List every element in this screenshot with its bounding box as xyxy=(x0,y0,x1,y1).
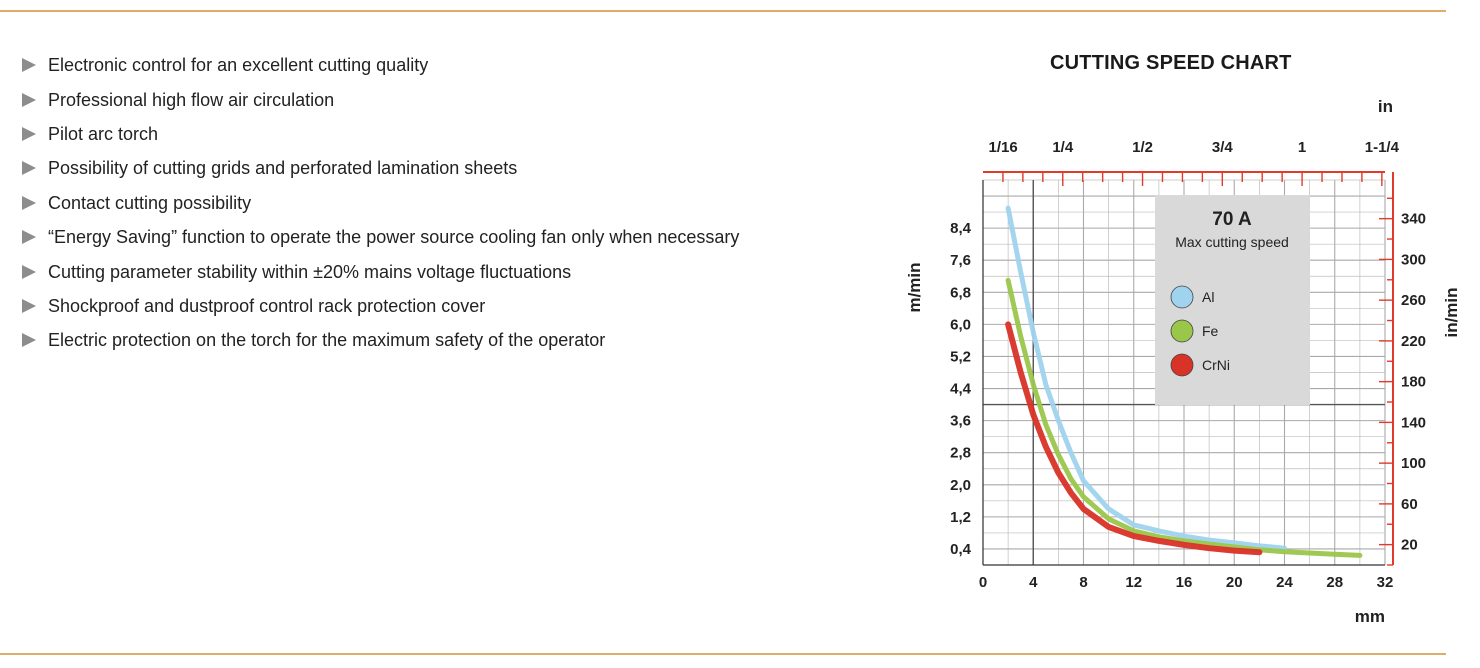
y-tick-label: 6,8 xyxy=(950,284,971,301)
series-line-crni xyxy=(1005,321,1263,556)
y-tick-label: 8,4 xyxy=(950,220,972,237)
y-tick-label: 4,4 xyxy=(950,381,972,398)
feature-item: Possibility of cutting grids and perfora… xyxy=(22,151,739,185)
legend-entry-al: Al xyxy=(1202,289,1214,305)
series-line-fe xyxy=(1005,277,1363,558)
y2-tick-label: 180 xyxy=(1401,374,1426,391)
triangle-bullet-icon xyxy=(22,230,36,245)
x-tick-label: 20 xyxy=(1226,574,1243,591)
bottom-divider xyxy=(0,653,1446,655)
x-tick-label: 16 xyxy=(1176,574,1193,591)
x-tick-label: 28 xyxy=(1326,574,1343,591)
top-divider xyxy=(0,10,1446,12)
y-tick-label: 3,6 xyxy=(950,413,971,430)
y2-tick-label: 100 xyxy=(1401,455,1426,472)
y2-tick-label: 340 xyxy=(1401,211,1426,228)
y2-tick-label: 60 xyxy=(1401,496,1418,513)
triangle-bullet-icon xyxy=(22,58,36,73)
feature-item: Shockproof and dustproof control rack pr… xyxy=(22,289,739,323)
x2-axis-label: in xyxy=(1378,97,1393,116)
y2-tick-label: 140 xyxy=(1401,414,1426,431)
y2-tick-label: 20 xyxy=(1401,537,1418,554)
y-tick-label: 2,8 xyxy=(950,445,971,462)
y2-tick-label: 220 xyxy=(1401,333,1426,350)
x-tick-label: 12 xyxy=(1125,574,1142,591)
triangle-bullet-icon xyxy=(22,298,36,313)
y2-tick-label: 260 xyxy=(1401,292,1426,309)
legend-entry-fe: Fe xyxy=(1202,323,1219,339)
x-tick-label: 8 xyxy=(1079,574,1087,591)
feature-text: Shockproof and dustproof control rack pr… xyxy=(48,295,486,316)
feature-item: Pilot arc torch xyxy=(22,117,739,151)
x2-tick-label: 1/16 xyxy=(988,139,1017,156)
feature-text: Electric protection on the torch for the… xyxy=(48,330,606,351)
legend-subtitle: Max cutting speed xyxy=(1175,234,1289,250)
y-tick-label: 0,4 xyxy=(950,541,972,558)
y-tick-label: 7,6 xyxy=(950,252,971,269)
feature-item: Cutting parameter stability within ±20% … xyxy=(22,254,739,288)
triangle-bullet-icon xyxy=(22,264,36,279)
feature-item: Contact cutting possibility xyxy=(22,186,739,220)
triangle-bullet-icon xyxy=(22,161,36,176)
feature-text: Cutting parameter stability within ±20% … xyxy=(48,261,572,282)
feature-text: Pilot arc torch xyxy=(48,123,159,144)
cutting-speed-chart: 1/16 1/4 1/2 3/4 1 1-1/4 in 20 60 100 140 180 220 260… xyxy=(905,97,1461,626)
x2-tick-label: 3/4 xyxy=(1212,139,1234,156)
y-tick-label: 2,0 xyxy=(950,477,971,494)
x2-tick-label: 1/4 xyxy=(1052,139,1074,156)
triangle-bullet-icon xyxy=(22,92,36,107)
legend-swatch-al xyxy=(1170,285,1194,309)
x-tick-label: 0 xyxy=(979,574,987,591)
feature-text: “Energy Saving” function to operate the … xyxy=(48,227,740,248)
x2-tick-label: 1-1/4 xyxy=(1365,139,1400,156)
feature-text: Contact cutting possibility xyxy=(48,192,252,213)
y-tick-label: 1,2 xyxy=(950,509,971,526)
x-axis-label: mm xyxy=(1355,607,1385,626)
x-tick-label: 24 xyxy=(1276,574,1293,591)
y-tick-label: 5,2 xyxy=(950,348,971,365)
feature-item: “Energy Saving” function to operate the … xyxy=(22,220,739,254)
y-axis-label: m/min xyxy=(905,262,924,312)
legend-swatch-fe xyxy=(1170,319,1194,343)
legend-title: 70 A xyxy=(1212,209,1252,230)
legend: 70 A Max cutting speed Al Fe CrNi xyxy=(1155,195,1310,405)
triangle-bullet-icon xyxy=(22,333,36,348)
x-tick-label: 4 xyxy=(1029,574,1038,591)
feature-text: Professional high flow air circulation xyxy=(48,89,335,110)
feature-text: Possibility of cutting grids and perfora… xyxy=(48,158,518,179)
y-tick-label: 6,0 xyxy=(950,316,971,333)
feature-list: Electronic control for an excellent cutt… xyxy=(22,48,739,358)
triangle-bullet-icon xyxy=(22,195,36,210)
series-line-al xyxy=(1005,205,1287,551)
y2-tick-label: 300 xyxy=(1401,251,1426,268)
feature-item: Electric protection on the torch for the… xyxy=(22,323,739,357)
x-tick-label: 32 xyxy=(1377,574,1394,591)
feature-item: Electronic control for an excellent cutt… xyxy=(22,48,739,82)
y2-axis-label: in/min xyxy=(1442,287,1461,337)
legend-swatch-crni xyxy=(1170,353,1194,377)
legend-entry-crni: CrNi xyxy=(1202,357,1230,373)
x2-tick-label: 1/2 xyxy=(1132,139,1153,156)
chart-title: CUTTING SPEED CHART xyxy=(1050,52,1292,74)
x2-tick-label: 1 xyxy=(1298,139,1306,156)
triangle-bullet-icon xyxy=(22,126,36,141)
feature-item: Professional high flow air circulation xyxy=(22,82,739,116)
feature-text: Electronic control for an excellent cutt… xyxy=(48,55,429,76)
